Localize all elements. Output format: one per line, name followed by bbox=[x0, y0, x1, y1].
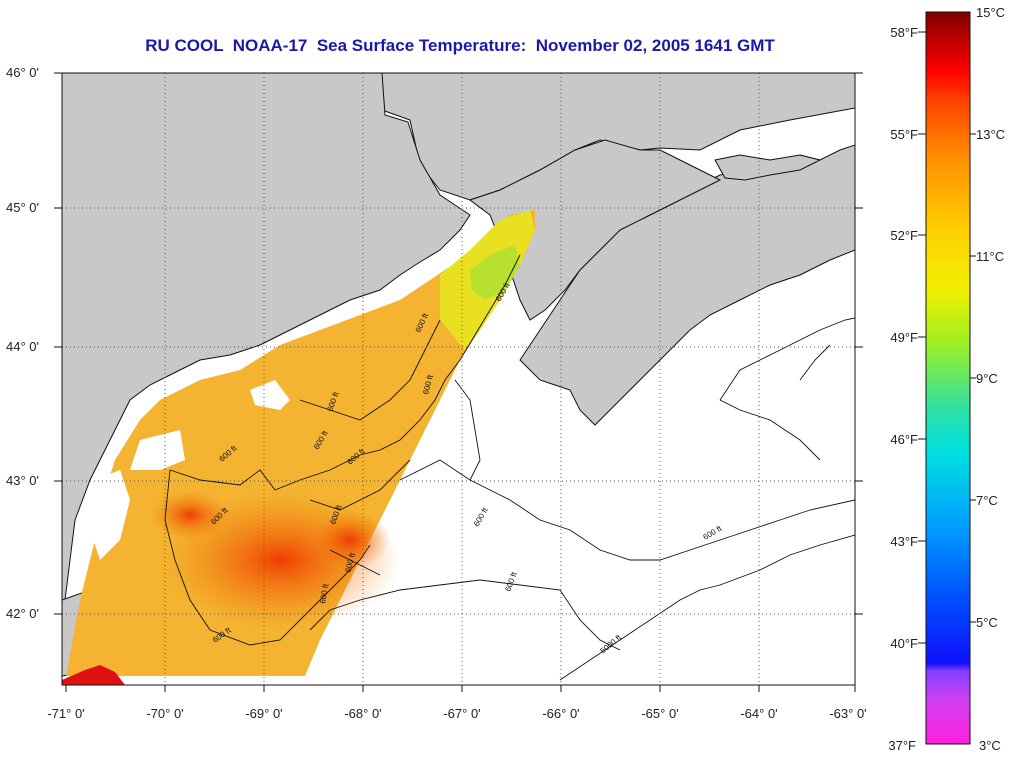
colorbar-fahrenheit-label: 37°F bbox=[888, 738, 916, 753]
land-pei bbox=[714, 154, 822, 181]
colorbar-celsius-label: 9°C bbox=[976, 371, 998, 386]
lat-tick-label: 43° 0' bbox=[6, 473, 39, 488]
map-title: RU COOL NOAA-17 Sea Surface Temperature:… bbox=[145, 36, 775, 55]
lon-axis: -71° 0' -70° 0' -69° 0' -68° 0' -67° 0' … bbox=[47, 685, 867, 721]
lat-tick-label: 42° 0' bbox=[6, 606, 39, 621]
colorbar-fahrenheit-label: 40°F bbox=[890, 636, 918, 651]
lon-tick-label: -65° 0' bbox=[641, 706, 678, 721]
landmass bbox=[62, 73, 855, 677]
colorbar-fahrenheit-label: 46°F bbox=[890, 432, 918, 447]
map-border bbox=[61, 72, 856, 686]
colorbar-celsius-label: 3°C bbox=[979, 738, 1001, 753]
cloud-gap bbox=[250, 380, 290, 410]
bathymetry-contours bbox=[164, 254, 855, 681]
colorbar-gradient bbox=[925, 11, 971, 745]
colorbar-celsius-label: 5°C bbox=[976, 615, 998, 630]
lon-tick-label: -66° 0' bbox=[542, 706, 579, 721]
colorbar-fahrenheit-label: 52°F bbox=[890, 228, 918, 243]
lon-tick-label: -64° 0' bbox=[740, 706, 777, 721]
lat-tick-label: 44° 0' bbox=[6, 339, 39, 354]
lat-tick-label: 45° 0' bbox=[6, 200, 39, 215]
colorbar-celsius-label: 15°C bbox=[976, 5, 1005, 20]
graticule bbox=[62, 73, 855, 685]
contour-label: 600 ft bbox=[318, 582, 330, 604]
sst-red-patch bbox=[62, 665, 125, 685]
lon-tick-label: -71° 0' bbox=[47, 706, 84, 721]
colorbar-fahrenheit-label: 58°F bbox=[890, 25, 918, 40]
lat-tick-label: 46° 0' bbox=[6, 65, 39, 80]
lon-tick-label: -67° 0' bbox=[443, 706, 480, 721]
colorbar-celsius-label: 13°C bbox=[976, 127, 1005, 142]
land-new-england bbox=[62, 73, 855, 201]
lat-axis: 46° 0' 45° 0' 44° 0' 43° 0' 42° 0' bbox=[6, 65, 863, 621]
colorbar-fahrenheit-label: 43°F bbox=[890, 534, 918, 549]
colorbar: 58°F 55°F 52°F 49°F 46°F 43°F 40°F 37°F … bbox=[888, 5, 1005, 753]
land-maine-coast bbox=[62, 73, 471, 641]
colorbar-celsius-label: 7°C bbox=[976, 493, 998, 508]
colorbar-fahrenheit-label: 49°F bbox=[890, 330, 918, 345]
land-new-brunswick bbox=[468, 139, 722, 321]
lon-tick-label: -63° 0' bbox=[829, 706, 866, 721]
sst-green-region bbox=[470, 245, 520, 300]
colorbar-fahrenheit-label: 55°F bbox=[890, 127, 918, 142]
lon-tick-label: -69° 0' bbox=[245, 706, 282, 721]
lon-tick-label: -70° 0' bbox=[146, 706, 183, 721]
lon-tick-label: -68° 0' bbox=[344, 706, 381, 721]
colorbar-celsius-label: 11°C bbox=[976, 249, 1004, 264]
